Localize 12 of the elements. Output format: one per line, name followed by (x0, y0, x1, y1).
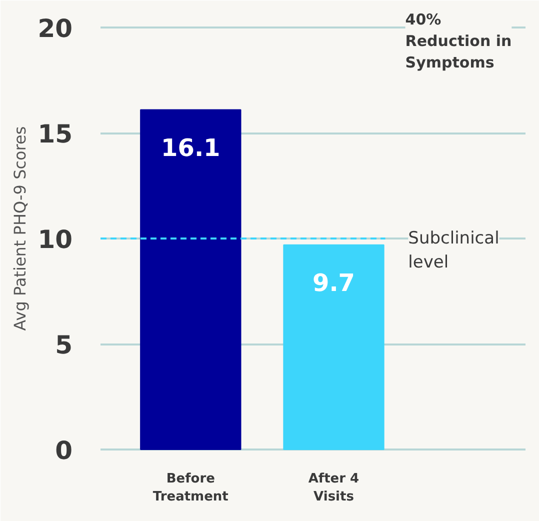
y-tick-label: 5 (55, 330, 73, 360)
data-label: 16.1 (161, 134, 220, 162)
y-tick-label: 20 (38, 14, 73, 43)
y-tick-label: 0 (55, 436, 73, 465)
y-tick-label: 15 (38, 120, 73, 148)
y-tick-label: 10 (38, 225, 73, 254)
y-axis-title: Avg Patient PHQ-9 Scores (10, 126, 30, 331)
x-tick-label: Before Treatment (152, 472, 228, 504)
data-label: 9.7 (312, 268, 356, 297)
ref-line-label: Subclinical level (408, 228, 500, 272)
x-tick-label: After 4 Visits (308, 472, 360, 504)
annotation: 40% Reduction in Symptoms (405, 10, 512, 72)
